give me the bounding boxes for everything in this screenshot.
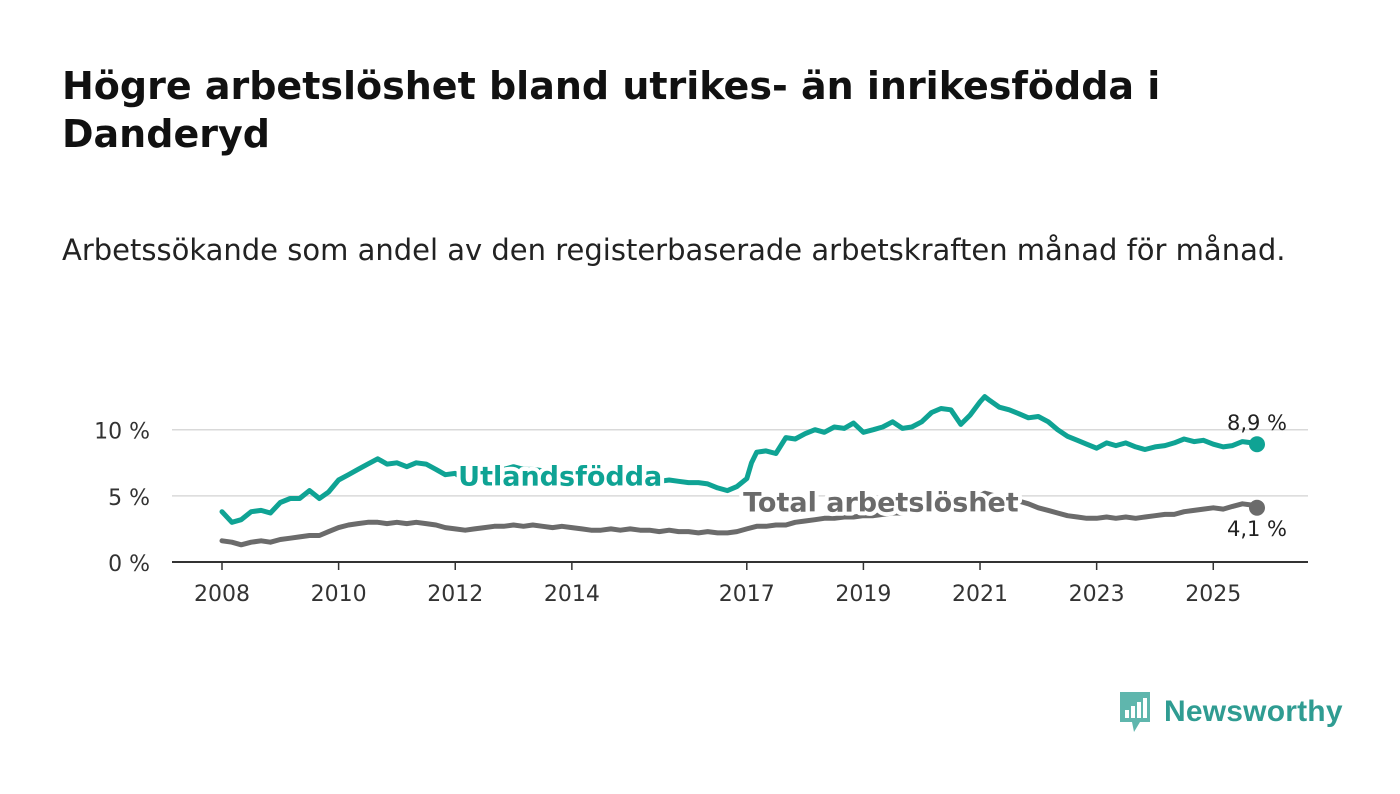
x-tick-label: 2017 bbox=[719, 582, 775, 607]
series-end-label: 8,9 % bbox=[1227, 411, 1287, 435]
brand: Newsworthy bbox=[1118, 690, 1343, 734]
x-tick-label: 2014 bbox=[544, 582, 600, 607]
series-label-total: Total arbetslöshet bbox=[743, 488, 1019, 519]
series-label-utlandsfodda: Utlandsfödda bbox=[458, 461, 662, 492]
y-tick-label: 0 % bbox=[108, 552, 150, 577]
chart-subtitle: Arbetssökande som andel av den registerb… bbox=[62, 233, 1286, 267]
x-tick-label: 2025 bbox=[1185, 582, 1241, 607]
x-tick-label: 2023 bbox=[1069, 582, 1125, 607]
series-line-total bbox=[219, 490, 1260, 548]
series-labels: 8,9 % 4,1 % Utlandsfödda Total arbetslöshet bbox=[454, 411, 1287, 541]
y-tick-label: 5 % bbox=[108, 486, 150, 511]
series-end-label: 4,1 % bbox=[1227, 517, 1287, 541]
series-lines bbox=[219, 394, 1265, 548]
series-line-utlandsfodda bbox=[219, 394, 1260, 525]
newsworthy-logo-icon bbox=[1120, 692, 1150, 732]
x-tick-label: 2012 bbox=[427, 582, 483, 607]
x-axis: 2008 2010 2012 2014 2017 2019 2021 2023 2025 bbox=[172, 561, 1308, 607]
brand-name: Newsworthy bbox=[1164, 695, 1343, 728]
gridlines bbox=[172, 428, 1308, 497]
series-end-dot bbox=[1249, 499, 1265, 516]
x-tick-label: 2021 bbox=[952, 582, 1008, 607]
y-axis: 0 % 5 % 10 % bbox=[94, 420, 150, 577]
x-tick-label: 2008 bbox=[194, 582, 250, 607]
x-tick-label: 2010 bbox=[311, 582, 367, 607]
y-tick-label: 10 % bbox=[94, 420, 150, 445]
x-tick-label: 2019 bbox=[835, 582, 891, 607]
series-end-dot bbox=[1249, 436, 1265, 453]
chart-title: Högre arbetslöshet bland utrikes- än inr… bbox=[62, 64, 1161, 156]
line-chart: 0 %5 %10 % 2008 2010 2012 2014 2017 2019 2021 2… bbox=[94, 394, 1308, 607]
